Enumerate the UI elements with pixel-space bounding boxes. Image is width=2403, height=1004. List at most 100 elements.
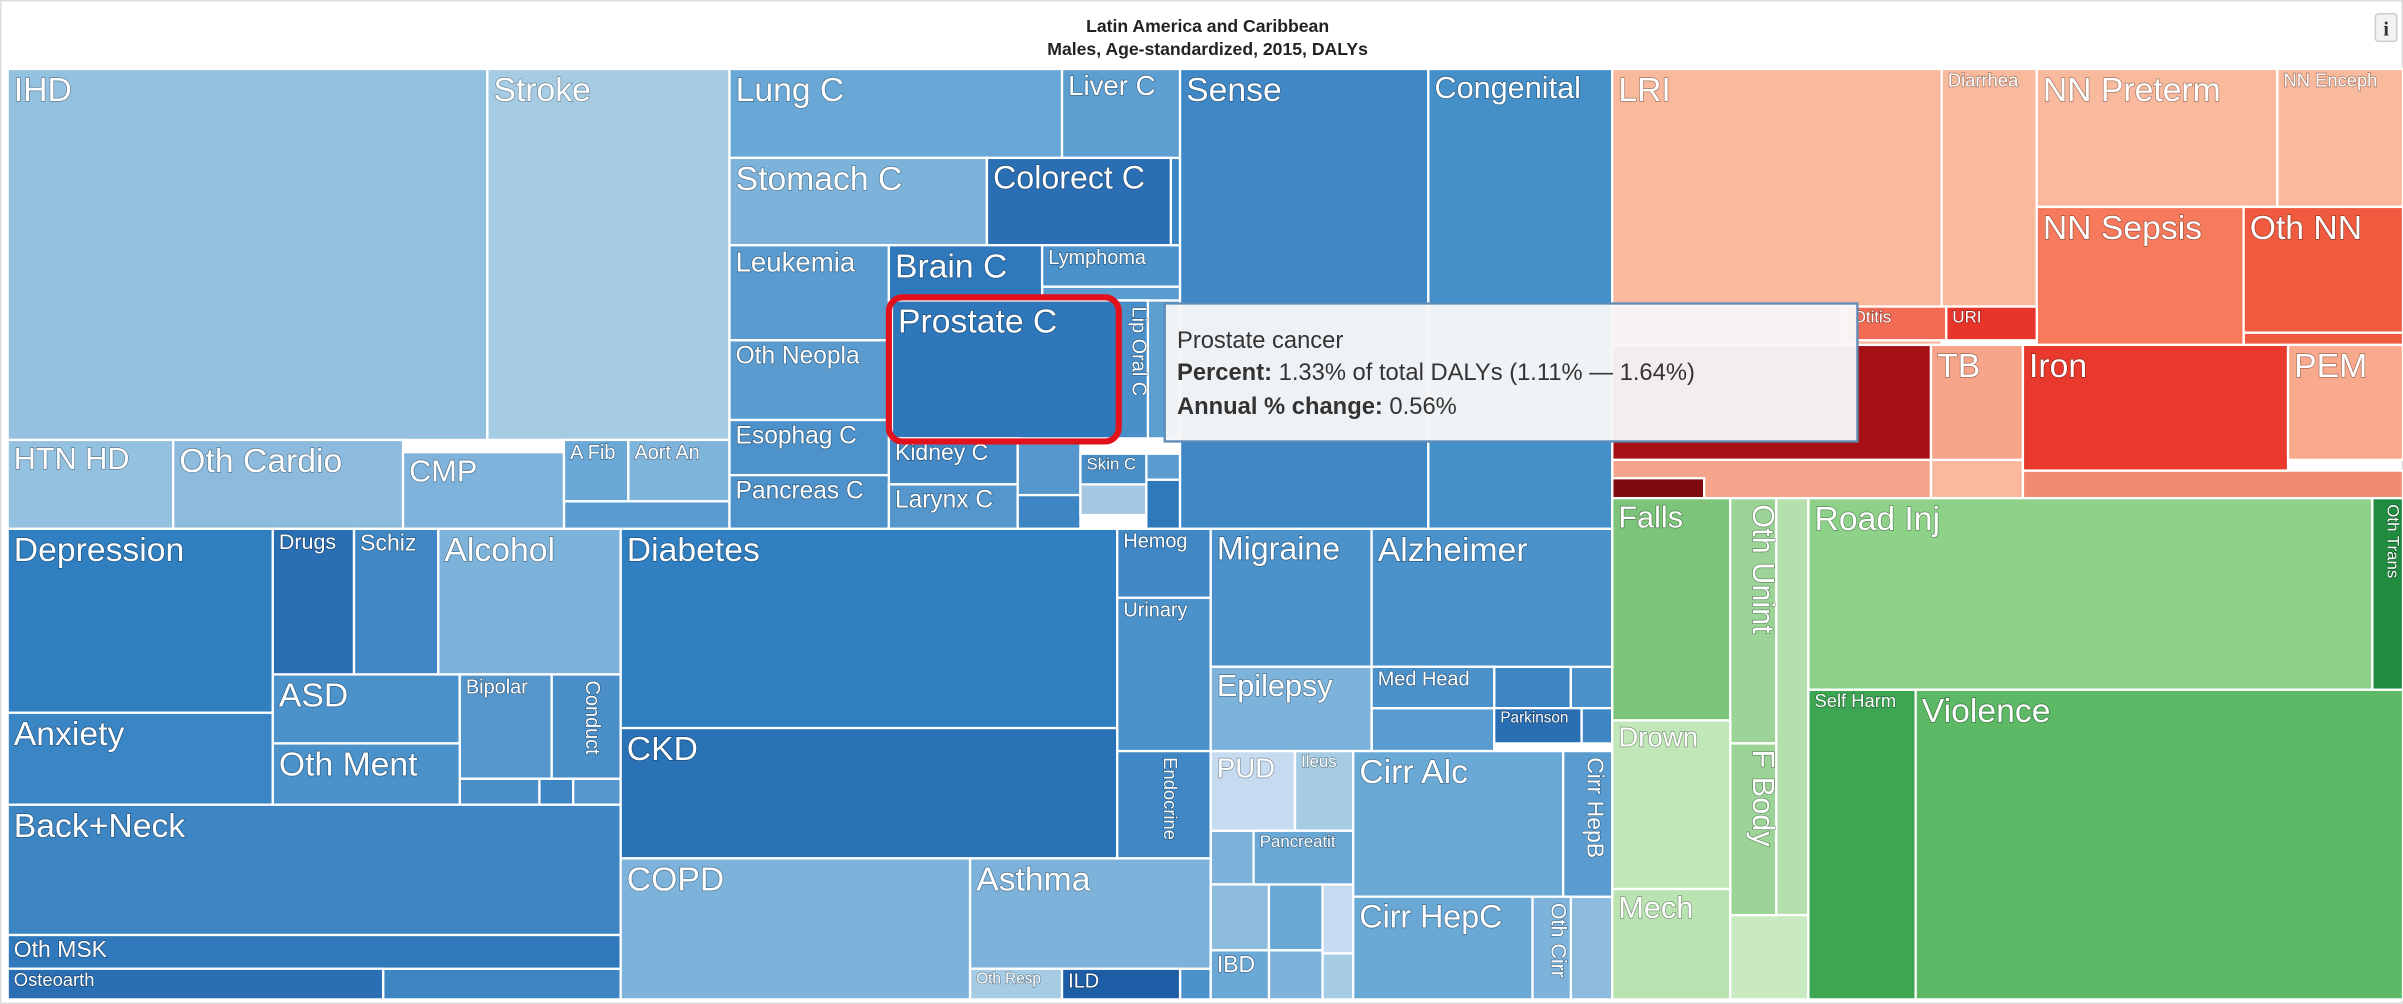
cell[interactable]	[1493, 707, 1583, 745]
cell[interactable]	[619, 857, 972, 1001]
cell[interactable]	[728, 474, 891, 530]
cell[interactable]	[728, 156, 989, 247]
cell[interactable]	[1427, 67, 1614, 530]
cell[interactable]	[1370, 707, 1496, 753]
cell[interactable]	[2021, 469, 2403, 500]
cell-label: Aort An	[634, 442, 699, 464]
cell[interactable]	[550, 673, 622, 780]
cell-label: Road Inj	[1815, 500, 1941, 538]
cell[interactable]	[2021, 343, 2290, 472]
cell[interactable]	[6, 527, 274, 714]
cell[interactable]	[2242, 331, 2403, 347]
cell[interactable]	[985, 156, 1172, 247]
cell[interactable]	[1209, 527, 1373, 668]
cell[interactable]	[271, 527, 356, 676]
cell[interactable]	[1116, 527, 1212, 599]
cell[interactable]	[572, 777, 622, 806]
cell[interactable]	[1145, 478, 1182, 530]
cell[interactable]	[1580, 707, 1614, 745]
cell[interactable]	[1945, 305, 2038, 342]
cell[interactable]	[1178, 967, 1212, 1001]
cell[interactable]	[562, 438, 630, 503]
cell[interactable]	[1169, 156, 1182, 247]
cell-label: ASD	[279, 676, 348, 714]
cell-label: Esophag C	[736, 422, 857, 449]
cell[interactable]	[2242, 205, 2403, 334]
cell[interactable]	[172, 438, 405, 530]
cell[interactable]	[890, 299, 1119, 440]
cell[interactable]	[1929, 458, 2025, 500]
cell[interactable]	[1267, 883, 1324, 952]
cell[interactable]	[619, 527, 1119, 730]
cell[interactable]	[458, 777, 541, 806]
cell[interactable]	[1060, 67, 1182, 160]
cell-label: F Body	[1746, 750, 1780, 848]
cell[interactable]	[2286, 343, 2403, 461]
cell[interactable]	[1293, 749, 1355, 832]
cell[interactable]	[1807, 497, 2374, 691]
cell[interactable]	[968, 857, 1212, 970]
cell[interactable]	[437, 527, 622, 676]
cell[interactable]	[1209, 829, 1255, 886]
cell[interactable]	[381, 967, 622, 1001]
cell[interactable]	[2035, 205, 2245, 347]
cell[interactable]	[1267, 949, 1324, 1001]
cell[interactable]	[1729, 913, 1810, 1001]
cell[interactable]	[458, 673, 553, 780]
cell[interactable]	[728, 244, 891, 342]
cell[interactable]	[728, 67, 1064, 160]
cell[interactable]	[1016, 493, 1082, 530]
cell[interactable]	[1929, 343, 2025, 461]
cell[interactable]	[1611, 887, 1732, 1001]
cell[interactable]	[2276, 67, 2403, 209]
cell[interactable]	[6, 967, 385, 1001]
cell[interactable]	[486, 67, 731, 442]
cell[interactable]	[1569, 895, 1614, 1001]
cell[interactable]	[6, 438, 175, 530]
tooltip-percent-value: 1.33% of total DALYs (1.11% — 1.64%)	[1279, 359, 1695, 386]
cell-label: Otitis	[1853, 308, 1891, 327]
cell[interactable]	[1729, 497, 1778, 745]
cell[interactable]	[1209, 883, 1271, 952]
tooltip-percent: Percent: 1.33% of total DALYs (1.11% — 1…	[1177, 359, 1695, 386]
cell[interactable]	[1775, 497, 1810, 917]
cell[interactable]	[1178, 67, 1430, 530]
cell[interactable]	[619, 726, 1119, 860]
cell[interactable]	[627, 438, 731, 503]
cell[interactable]	[1116, 749, 1212, 860]
cell[interactable]	[1016, 437, 1082, 497]
cell[interactable]	[1209, 949, 1271, 1001]
cell[interactable]	[968, 967, 1064, 1001]
cell[interactable]	[538, 777, 575, 806]
cell[interactable]	[6, 67, 489, 442]
cell[interactable]	[1321, 883, 1355, 955]
info-icon[interactable]: i	[2383, 18, 2389, 40]
cell[interactable]	[401, 451, 566, 530]
cell[interactable]	[1116, 299, 1150, 440]
cell[interactable]	[6, 803, 622, 937]
cell[interactable]	[1321, 952, 1355, 1001]
cell[interactable]	[1370, 665, 1496, 710]
cell[interactable]	[1611, 477, 1706, 500]
cell[interactable]	[1493, 665, 1572, 710]
cell[interactable]	[1209, 665, 1373, 753]
info-button[interactable]	[2374, 13, 2398, 43]
cell[interactable]	[1079, 452, 1148, 486]
cell[interactable]	[1807, 688, 1917, 1001]
cell[interactable]	[887, 437, 1019, 486]
cell[interactable]	[1370, 527, 1614, 668]
cell[interactable]	[1531, 895, 1572, 1001]
cell[interactable]	[2035, 67, 2279, 209]
cell[interactable]	[1060, 967, 1182, 1001]
cell[interactable]	[1079, 483, 1148, 517]
cell[interactable]	[2371, 497, 2403, 691]
cell[interactable]	[1145, 452, 1182, 481]
cell[interactable]	[1569, 665, 1614, 710]
cell[interactable]	[1729, 742, 1778, 917]
cell[interactable]	[1940, 67, 2038, 308]
cell[interactable]	[1562, 749, 1614, 898]
cell[interactable]	[562, 500, 731, 530]
cell[interactable]	[1914, 688, 2403, 1001]
cell-label: Conduct	[581, 681, 603, 756]
cell[interactable]	[887, 483, 1019, 530]
